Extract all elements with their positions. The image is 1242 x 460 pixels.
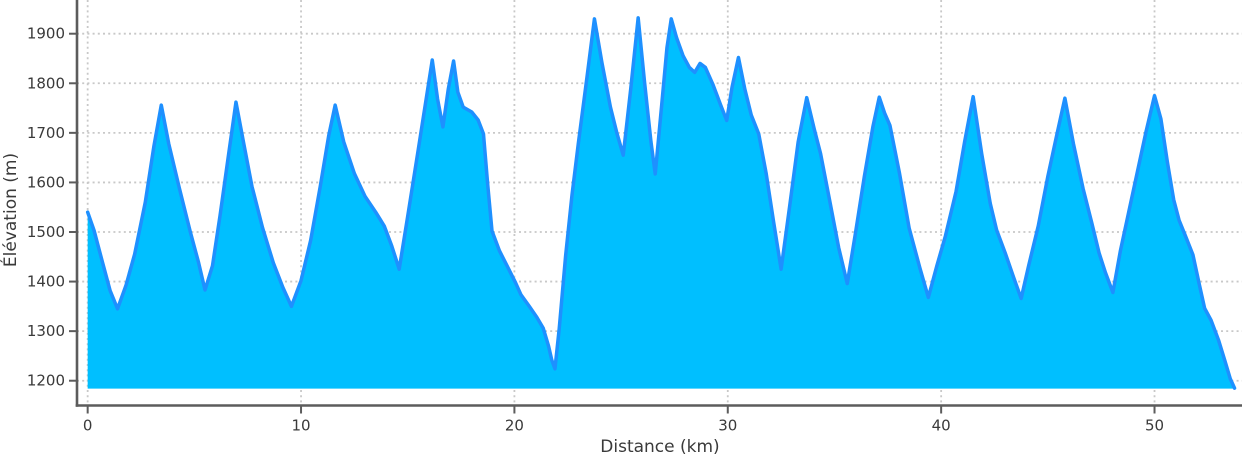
- y-axis-title: Élévation (m): [0, 153, 21, 267]
- x-tick-labels: 0 10 20 30 40 50: [83, 417, 1164, 435]
- y-tick-label-1800: 1800: [27, 74, 65, 92]
- y-tick-label-1400: 1400: [27, 273, 65, 291]
- x-tick-label-50: 50: [1145, 417, 1164, 435]
- x-tick-label-10: 10: [291, 417, 310, 435]
- x-tick-label-0: 0: [83, 417, 93, 435]
- x-tick-label-30: 30: [718, 417, 737, 435]
- axes-spines: [75, 0, 1242, 407]
- y-tick-label-1700: 1700: [27, 124, 65, 142]
- x-axis-title: Distance (km): [600, 437, 719, 457]
- axis-ticks: [69, 32, 1156, 414]
- x-tick-label-20: 20: [505, 417, 524, 435]
- y-tick-label-1600: 1600: [27, 173, 65, 191]
- y-tick-label-1500: 1500: [27, 223, 65, 241]
- y-tick-label-1300: 1300: [27, 322, 65, 340]
- y-tick-label-1200: 1200: [27, 372, 65, 390]
- y-tick-labels: 1200 1300 1400 1500 1600 1700 1800 1900: [27, 25, 65, 390]
- x-tick-label-40: 40: [932, 417, 951, 435]
- y-tick-label-1900: 1900: [27, 25, 65, 43]
- elevation-area-series: [85, 16, 1237, 390]
